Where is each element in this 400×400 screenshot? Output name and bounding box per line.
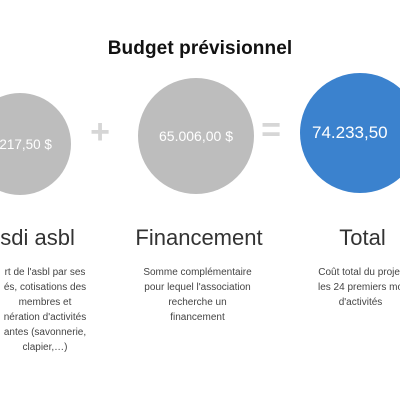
description-line: clapier,…) — [22, 342, 68, 353]
description-line: rt de l'asbl par ses — [4, 267, 86, 278]
contribution-amount: 9.217,50 $ — [0, 136, 52, 152]
financing-description: Somme complémentaire pour lequel l'assoc… — [130, 265, 265, 325]
total-amount: 74.233,50 — [312, 123, 388, 142]
total-amount-circle: 74.233,50 — [300, 73, 400, 193]
total-label: Total — [339, 225, 386, 250]
description-line: membres et — [18, 297, 72, 308]
description-line: antes (savonnerie, — [3, 327, 87, 338]
financing-amount-circle: 65.006,00 $ — [138, 78, 254, 194]
slide-title: Budget prévisionnel — [107, 38, 293, 59]
contribution-amount-circle: 9.217,50 $ — [0, 93, 71, 195]
description-line: recherche un — [168, 297, 227, 308]
financing-label: Financement — [135, 225, 263, 250]
financing-amount: 65.006,00 $ — [159, 128, 233, 144]
description-line: d'activités — [338, 297, 383, 308]
description-line: pour lequel l'association — [144, 282, 251, 293]
description-line: és, cotisations des — [3, 282, 87, 293]
contribution-label: esdi asbl — [0, 225, 75, 250]
description-line: Coût total du projet — [318, 267, 400, 278]
total-description: Coût total du projet les 24 premiers mo … — [298, 265, 400, 310]
description-line: les 24 premiers mo — [317, 282, 400, 293]
description-line: Somme complémentaire — [143, 267, 252, 278]
description-line: nération d'activités — [3, 312, 87, 323]
plus-operator: + — [90, 113, 110, 151]
equals-operator: = — [261, 111, 281, 149]
contribution-description: rt de l'asbl par ses és, cotisations des… — [0, 265, 120, 355]
description-line: financement — [170, 312, 225, 323]
